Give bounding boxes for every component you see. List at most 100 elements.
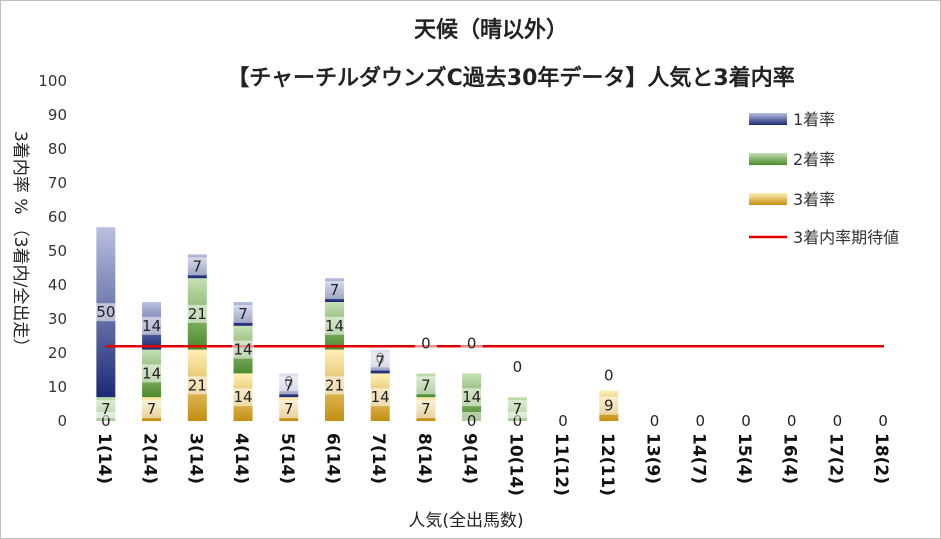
data-label-bg [414,376,437,395]
data-label-bg [186,376,209,395]
y-tick-label: 30 [48,310,67,328]
data-label-bg [232,388,255,407]
data-label-2nd-2: 14 [142,364,161,382]
x-tick-label: 10(14) [505,433,525,496]
x-tick-label: 2(14) [140,433,160,484]
y-tick-label: 80 [48,140,67,158]
x-tick-label: 5(14) [277,433,297,484]
legend-swatch-3rd [749,193,787,205]
x-tick-label: 16(4) [780,433,800,484]
data-label-bg [277,400,300,419]
data-label-1st-1: 50 [96,303,115,321]
x-tick-label: 9(14) [460,433,480,484]
x-tick-label: 18(2) [871,433,891,484]
data-label-bg [369,352,392,371]
y-tick-label: 0 [57,412,67,430]
y-tick-label: 10 [48,378,67,396]
legend-swatch-1st [749,113,787,125]
data-label-3rd-6: 21 [325,376,344,394]
legend-label-2nd: 2着率 [793,150,835,169]
data-label-3rd-11: 0 [558,412,568,430]
data-label-3rd-2: 7 [147,400,157,418]
data-label-3rd-3: 21 [188,376,207,394]
legend-swatch-2nd [749,153,787,165]
data-label-3rd-12: 9 [604,397,614,415]
data-label-bg [734,412,757,430]
data-label-bg [460,388,483,407]
data-label-1st-2: 14 [142,317,161,335]
data-label-3rd-17: 0 [833,412,843,430]
data-label-1st-7: 7 [375,353,385,371]
data-label-3rd-18: 0 [878,412,888,430]
x-axis: 1(14) 2(14) 3(14) 4(14) 5(14) 6(14) 7(14) 8(14)… [94,433,891,496]
data-label-3rd-4: 14 [233,388,252,406]
data-label-1st-5: 7 [284,376,294,394]
data-label-3rd-13: 0 [650,412,660,430]
data-label-bg [826,412,849,430]
data-label-2nd-12: 0 [604,366,614,384]
data-label-3rd-1: 0 [101,412,111,430]
data-label-bg [140,316,163,335]
data-label-bg [552,412,575,430]
x-tick-label: 7(14) [368,433,388,484]
data-label-2nd-4: 14 [233,341,252,359]
x-tick-label: 17(2) [825,433,845,484]
data-label-bg [872,412,895,430]
data-label-bg [323,281,346,300]
x-tick-label: 15(4) [734,433,754,484]
x-tick-label: 1(14) [94,433,114,484]
data-label-bg [506,358,529,377]
y-tick-label: 20 [48,344,67,362]
data-label-bg [140,400,163,419]
data-label-2nd-8: 7 [421,376,431,394]
data-label-2nd-9: 14 [462,388,481,406]
legend-label-1st: 1着率 [793,110,835,129]
data-label-bg [597,366,620,385]
data-label-bg [140,364,163,383]
chart-title-line2: 【チャーチルダウンズC過去30年データ】人気と3着内率 [227,65,794,91]
data-label-1st-4: 7 [238,305,248,323]
data-label-3rd-15: 0 [741,412,751,430]
data-label-3rd-16: 0 [787,412,797,430]
data-label-1st-8: 0 [421,334,431,352]
data-label-bg [414,400,437,419]
data-label-bg [232,304,255,323]
data-label-bg [323,376,346,395]
data-label-bg [689,412,712,430]
data-label-3rd-5: 7 [284,400,294,418]
x-tick-label: 8(14) [414,433,434,484]
data-label-3rd-14: 0 [695,412,705,430]
data-label-3rd-8: 7 [421,400,431,418]
data-label-bg [780,412,803,430]
y-tick-label: 100 [38,72,67,90]
data-label-bg [643,412,666,430]
data-label-bg [414,334,437,353]
x-tick-label: 6(14) [322,433,342,484]
data-label-bg [94,303,117,322]
y-tick-label: 50 [48,242,67,260]
legend: 1着率 2着率 3着率 3着内率期待値 [749,110,899,247]
data-label-bg [186,304,209,323]
data-label-3rd-10: 0 [513,412,523,430]
legend-label-expected: 3着内率期待値 [793,228,899,247]
y-tick-label: 90 [48,106,67,124]
data-label-3rd-9: 0 [467,412,477,430]
data-label-1st-3: 7 [193,257,203,275]
y-axis: 0 10 20 30 40 50 60 70 80 90 100 [38,72,67,430]
data-label-bg [94,400,117,419]
data-label-bg [323,316,346,335]
y-axis-title: 3着内率 % （3着内/全出走） [10,131,30,355]
x-tick-label: 13(9) [643,433,663,484]
x-axis-title: 人気(全出馬数) [408,511,523,531]
y-tick-label: 60 [48,208,67,226]
legend-label-3rd: 3着率 [793,190,835,209]
y-tick-label: 70 [48,174,67,192]
data-label-1st-6: 7 [330,281,340,299]
data-label-bg [232,340,255,359]
x-tick-label: 12(11) [597,433,617,496]
data-label-2nd-3: 21 [188,305,207,323]
data-label-bg [186,257,209,276]
y-tick-label: 40 [48,276,67,294]
